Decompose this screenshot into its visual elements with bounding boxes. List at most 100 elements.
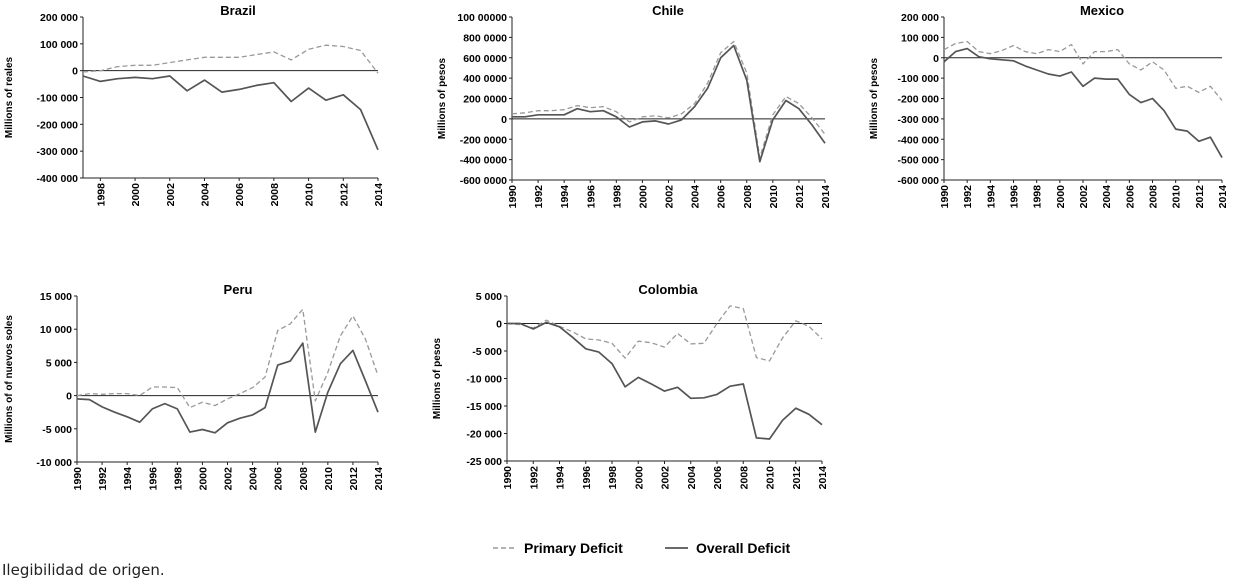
chart-colombia: Colombia -25 000 -20 000 -15 000 -10 000 -5 0… bbox=[432, 282, 829, 489]
y-tick-label: 0 bbox=[501, 114, 507, 126]
x-tick-label: 2006 bbox=[716, 185, 728, 209]
legend-overall-label: Overall Deficit bbox=[696, 540, 790, 556]
y-tick-label: 600 0000 bbox=[463, 53, 507, 65]
y-tick-label: 5 000 bbox=[476, 291, 502, 303]
y-tick-label: -5 000 bbox=[42, 424, 72, 436]
y-axis-title: Millions of of nuevos soles bbox=[4, 315, 15, 443]
chart-title: Mexico bbox=[1080, 3, 1124, 18]
y-tick-label: -600 000 bbox=[898, 175, 940, 187]
x-tick-label: 2004 bbox=[199, 183, 211, 207]
y-tick-label: -5 000 bbox=[472, 346, 502, 358]
x-tick-label: 1998 bbox=[1032, 185, 1044, 209]
y-tick-label: 200 000 bbox=[901, 12, 939, 24]
chart-brazil: Brazil -400 000 -300 000 -200 000 -100 000 0 1… bbox=[4, 3, 385, 206]
x-tick-label: 2012 bbox=[1194, 185, 1206, 209]
series-overall-deficit bbox=[943, 47, 1223, 159]
x-tick-label: 2006 bbox=[712, 466, 724, 490]
x-tick-label: 2002 bbox=[1078, 185, 1090, 209]
y-tick-label: 100 00000 bbox=[457, 12, 507, 24]
y-tick-label: 0 bbox=[72, 66, 78, 78]
x-tick-label: 2002 bbox=[664, 185, 676, 209]
series-primary-deficit bbox=[76, 308, 379, 409]
x-tick-label: 2004 bbox=[686, 466, 698, 490]
x-tick-label: 1992 bbox=[533, 185, 545, 209]
x-tick-label: 2008 bbox=[1148, 185, 1160, 209]
chart-peru: Peru -10 000 -5 000 0 5 000 10 000 15 000 1990 1… bbox=[4, 282, 385, 490]
series-primary-deficit bbox=[82, 44, 379, 74]
y-tick-label: -15 000 bbox=[466, 401, 502, 413]
x-tick-label: 2004 bbox=[690, 185, 702, 209]
x-tick-label: 2008 bbox=[269, 183, 281, 207]
x-tick-label: 1990 bbox=[72, 467, 84, 491]
y-tick-label: 100 000 bbox=[901, 32, 939, 44]
series-overall-deficit bbox=[76, 342, 379, 434]
series-primary-deficit bbox=[506, 305, 823, 362]
x-tick-label: 1996 bbox=[1009, 185, 1021, 209]
x-tick-label: 1998 bbox=[607, 466, 619, 490]
x-tick-label: 2012 bbox=[338, 183, 350, 207]
y-axis-title: Millions of pesos bbox=[432, 338, 443, 420]
y-tick-label: -10 000 bbox=[466, 374, 502, 386]
x-tick-label: 2010 bbox=[765, 466, 777, 490]
y-tick-label: -100 000 bbox=[898, 73, 940, 85]
y-tick-label: -25 000 bbox=[466, 456, 502, 468]
chart-title: Chile bbox=[652, 3, 684, 18]
y-tick-label: -500 000 bbox=[898, 155, 940, 167]
y-tick-label: 200 000 bbox=[40, 12, 78, 24]
y-tick-label: -10 000 bbox=[36, 457, 72, 469]
y-tick-label: 0 bbox=[496, 319, 502, 331]
series-primary-deficit bbox=[511, 40, 826, 159]
chart-title: Peru bbox=[224, 282, 253, 297]
x-tick-label: 2014 bbox=[820, 185, 832, 209]
x-tick-label: 2008 bbox=[742, 185, 754, 209]
x-tick-label: 2006 bbox=[234, 183, 246, 207]
x-tick-label: 2010 bbox=[323, 467, 335, 491]
x-tick-label: 2002 bbox=[660, 466, 672, 490]
x-tick-label: 1994 bbox=[122, 467, 134, 491]
y-tick-label: 100 000 bbox=[40, 39, 78, 51]
x-tick-label: 1990 bbox=[939, 185, 951, 209]
y-tick-label: -300 000 bbox=[37, 146, 79, 158]
y-tick-label: -600 0000 bbox=[460, 175, 507, 187]
x-tick-label: 1994 bbox=[559, 185, 571, 209]
x-tick-label: 2004 bbox=[1101, 185, 1113, 209]
x-tick-label: 2014 bbox=[1217, 185, 1229, 209]
x-tick-label: 2004 bbox=[248, 467, 260, 491]
x-tick-label: 2012 bbox=[794, 185, 806, 209]
y-tick-label: -300 000 bbox=[898, 114, 940, 126]
x-tick-label: 1998 bbox=[611, 185, 623, 209]
x-tick-label: 2000 bbox=[633, 466, 645, 490]
x-tick-label: 2014 bbox=[817, 466, 829, 490]
x-tick-label: 1998 bbox=[95, 183, 107, 207]
x-tick-label: 2010 bbox=[304, 183, 316, 207]
y-tick-label: 800 0000 bbox=[463, 32, 507, 44]
x-tick-label: 1994 bbox=[985, 185, 997, 209]
x-tick-label: 2008 bbox=[298, 467, 310, 491]
y-tick-label: -400 0000 bbox=[460, 155, 507, 167]
x-tick-label: 1994 bbox=[555, 466, 567, 490]
x-tick-label: 1996 bbox=[147, 467, 159, 491]
x-tick-label: 2014 bbox=[373, 183, 385, 207]
x-tick-label: 1992 bbox=[528, 466, 540, 490]
series-overall-deficit bbox=[512, 44, 826, 163]
x-tick-label: 1990 bbox=[502, 466, 514, 490]
y-tick-label: 400 0000 bbox=[463, 73, 507, 85]
x-tick-label: 2012 bbox=[791, 466, 803, 490]
y-tick-label: -100 000 bbox=[37, 93, 79, 105]
x-tick-label: 2000 bbox=[637, 185, 649, 209]
y-tick-label: 15 000 bbox=[40, 291, 72, 303]
y-tick-label: 0 bbox=[933, 53, 939, 65]
x-tick-label: 2000 bbox=[197, 467, 209, 491]
y-tick-label: -20 000 bbox=[466, 429, 502, 441]
y-tick-label: 10 000 bbox=[40, 324, 72, 336]
x-tick-label: 2002 bbox=[223, 467, 235, 491]
source-note: Ilegibilidad de origen. bbox=[2, 561, 165, 579]
series-overall-deficit bbox=[82, 75, 379, 151]
charts-group: Brazil -400 000 -300 000 -200 000 -100 000 0 1… bbox=[4, 3, 1229, 490]
x-tick-label: 1992 bbox=[97, 467, 109, 491]
y-tick-label: -400 000 bbox=[898, 134, 940, 146]
x-tick-label: 2006 bbox=[273, 467, 285, 491]
x-tick-label: 2000 bbox=[1055, 185, 1067, 209]
y-tick-label: 0 bbox=[66, 391, 72, 403]
